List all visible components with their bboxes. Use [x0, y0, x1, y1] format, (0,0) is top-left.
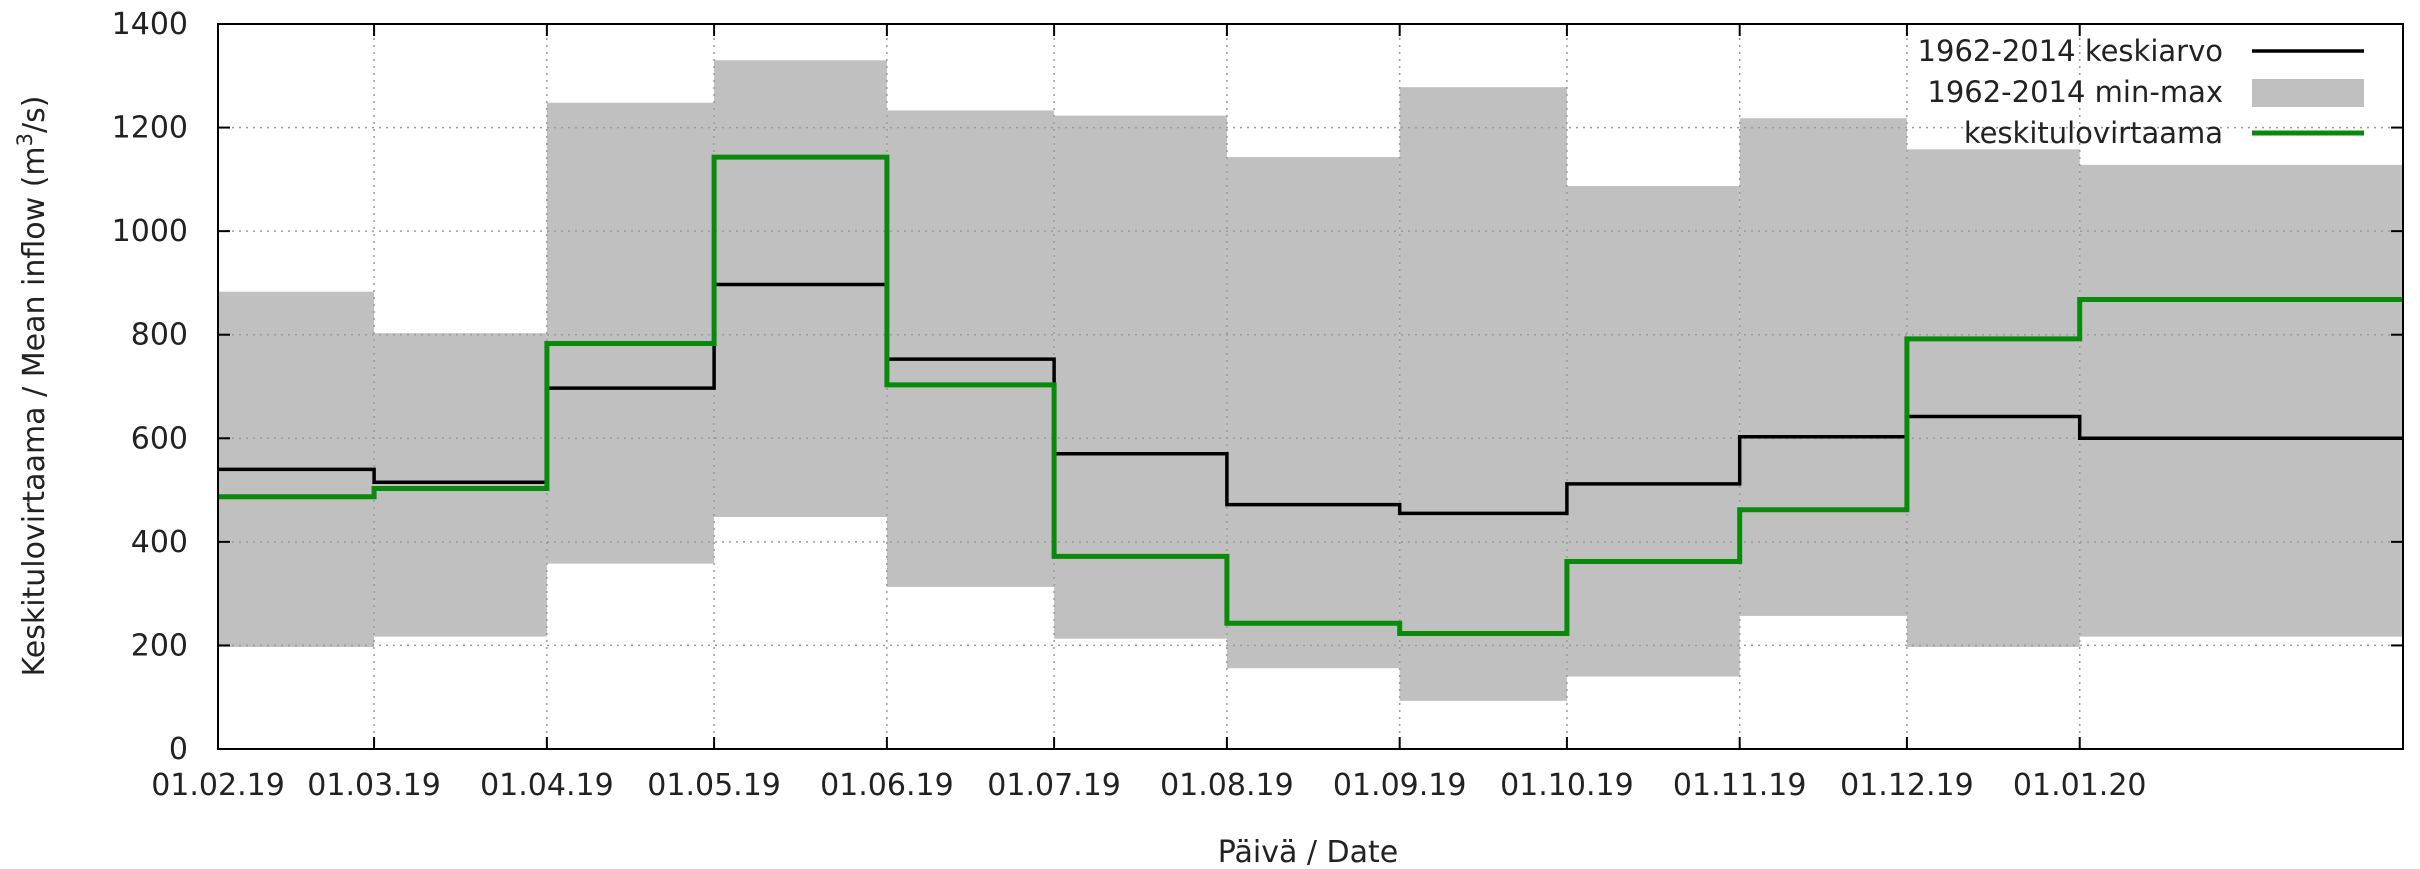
legend-label-minmax: 1962-2014 min-max	[1927, 75, 2223, 109]
y-tick-label: 200	[131, 628, 188, 663]
band-segment	[886, 110, 1055, 587]
x-tick-layer: 01.02.19 01.03.19 01.04.19 01.05.19 01.06.19…	[151, 24, 2147, 803]
y-tick-layer: 0 200 400 600 800 1000 1200 1400	[112, 7, 2403, 767]
x-tick-label: 01.05.19	[647, 768, 781, 803]
legend: 1962-2014 keskiarvo 1962-2014 min-max ke…	[1918, 34, 2364, 150]
y-tick-label: 1200	[112, 111, 188, 146]
y-axis-title-sup: 3	[13, 133, 37, 146]
band-segment	[1739, 118, 1907, 616]
x-tick-label: 01.04.19	[480, 768, 614, 803]
y-tick-label: 600	[131, 421, 188, 456]
grid-layer	[218, 24, 2403, 749]
plot-frame	[217, 23, 2404, 750]
x-tick-label: 01.01.20	[2013, 768, 2147, 803]
y-tick-label: 400	[131, 525, 188, 560]
legend-swatch-minmax	[2252, 79, 2364, 107]
y-axis-title-main: Keskitulovirtaama / Mean inflow (m	[17, 146, 52, 676]
band-segment	[1226, 157, 1400, 669]
x-tick-label: 01.11.19	[1673, 768, 1807, 803]
x-tick-label: 01.10.19	[1500, 768, 1634, 803]
y-tick-label: 800	[131, 318, 188, 353]
x-axis-title: Päivä / Date	[1218, 835, 1398, 869]
band-segment	[546, 102, 715, 564]
y-axis-title: Keskitulovirtaama / Mean inflow (m3/s)	[13, 96, 52, 677]
x-tick-label: 01.12.19	[1840, 768, 1974, 803]
x-tick-label: 01.07.19	[987, 768, 1121, 803]
legend-label-inflow: keskitulovirtaama	[1964, 116, 2223, 150]
y-tick-label: 0	[169, 732, 188, 767]
band-segment	[1054, 115, 1227, 639]
x-tick-label: 01.09.19	[1333, 768, 1467, 803]
x-tick-label: 01.06.19	[820, 768, 954, 803]
x-tick-label: 01.08.19	[1160, 768, 1294, 803]
band-segment	[1906, 149, 2080, 647]
band-layer	[218, 60, 2403, 701]
band-segment	[714, 60, 887, 517]
band-segment	[2079, 164, 2253, 637]
legend-label-mean: 1962-2014 keskiarvo	[1918, 34, 2223, 68]
band-segment	[1566, 186, 1740, 677]
y-tick-label: 1000	[112, 214, 188, 249]
series-layer	[218, 154, 2403, 636]
y-axis-title-tail: /s)	[17, 96, 52, 133]
x-tick-label: 01.02.19	[151, 768, 285, 803]
y-tick-label: 1400	[112, 7, 188, 42]
x-tick-label: 01.03.19	[307, 768, 441, 803]
series-inflow-line	[218, 154, 2403, 636]
band-segment	[2252, 164, 2403, 637]
band-segment	[1399, 87, 1567, 701]
band-segment	[374, 333, 547, 637]
